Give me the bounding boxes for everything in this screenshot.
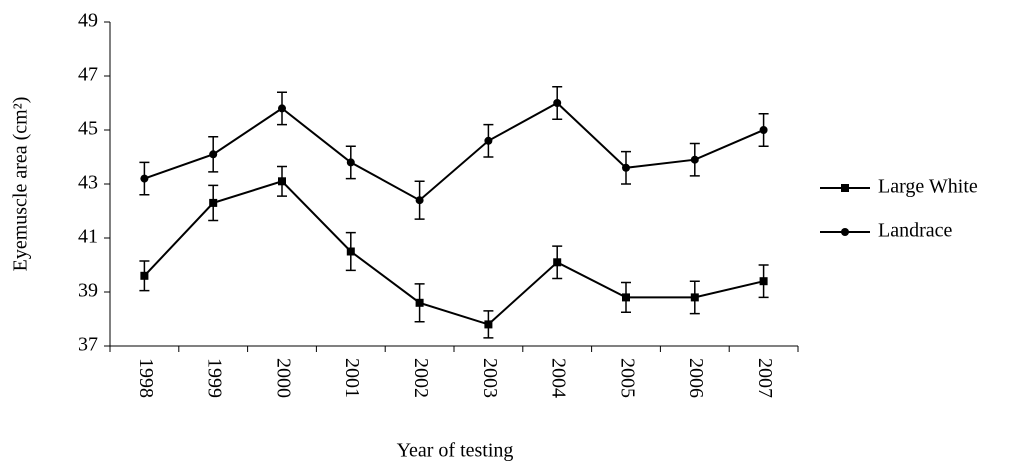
marker — [346, 158, 355, 167]
marker — [553, 258, 562, 267]
marker — [622, 163, 630, 172]
x-tick-label: 1999 — [204, 358, 226, 398]
y-tick-label: 37 — [78, 334, 98, 356]
x-tick-label: 2004 — [548, 358, 570, 398]
marker — [415, 196, 424, 205]
marker — [690, 293, 699, 302]
legend-label: Large White — [878, 176, 978, 198]
marker — [759, 126, 768, 134]
x-tick-label: 2005 — [616, 358, 638, 398]
y-tick-label: 45 — [78, 118, 98, 140]
marker — [346, 247, 355, 256]
marker — [278, 177, 286, 186]
x-axis-label: Year of testing — [397, 440, 514, 462]
y-tick-label: 47 — [78, 64, 98, 86]
x-tick-label: 2006 — [685, 358, 707, 398]
marker — [484, 136, 493, 145]
y-axis-label: Eyemuscle area (cm²) — [10, 97, 32, 272]
marker — [140, 174, 149, 183]
y-tick-label: 41 — [78, 226, 98, 248]
marker — [209, 198, 218, 207]
series-line — [144, 101, 764, 202]
legend-marker — [841, 228, 849, 236]
marker — [415, 298, 424, 307]
x-tick-label: 2007 — [754, 358, 776, 398]
x-tick-label: 2002 — [410, 358, 432, 398]
x-tick-label: 1998 — [135, 358, 157, 398]
y-tick-label: 39 — [78, 280, 98, 302]
x-tick-label: 2003 — [479, 358, 501, 398]
y-tick-label: 49 — [78, 10, 98, 32]
marker — [553, 99, 562, 107]
marker — [759, 277, 768, 286]
legend-marker — [841, 184, 849, 192]
marker — [484, 320, 493, 329]
legend-label: Landrace — [878, 220, 953, 242]
marker — [622, 293, 630, 302]
x-tick-label: 2001 — [341, 358, 363, 398]
x-tick-label: 2000 — [272, 358, 294, 398]
marker — [209, 150, 218, 159]
y-tick-label: 43 — [78, 172, 98, 194]
marker — [140, 271, 149, 280]
marker — [690, 155, 699, 164]
series-line — [143, 180, 764, 326]
marker — [278, 104, 286, 113]
